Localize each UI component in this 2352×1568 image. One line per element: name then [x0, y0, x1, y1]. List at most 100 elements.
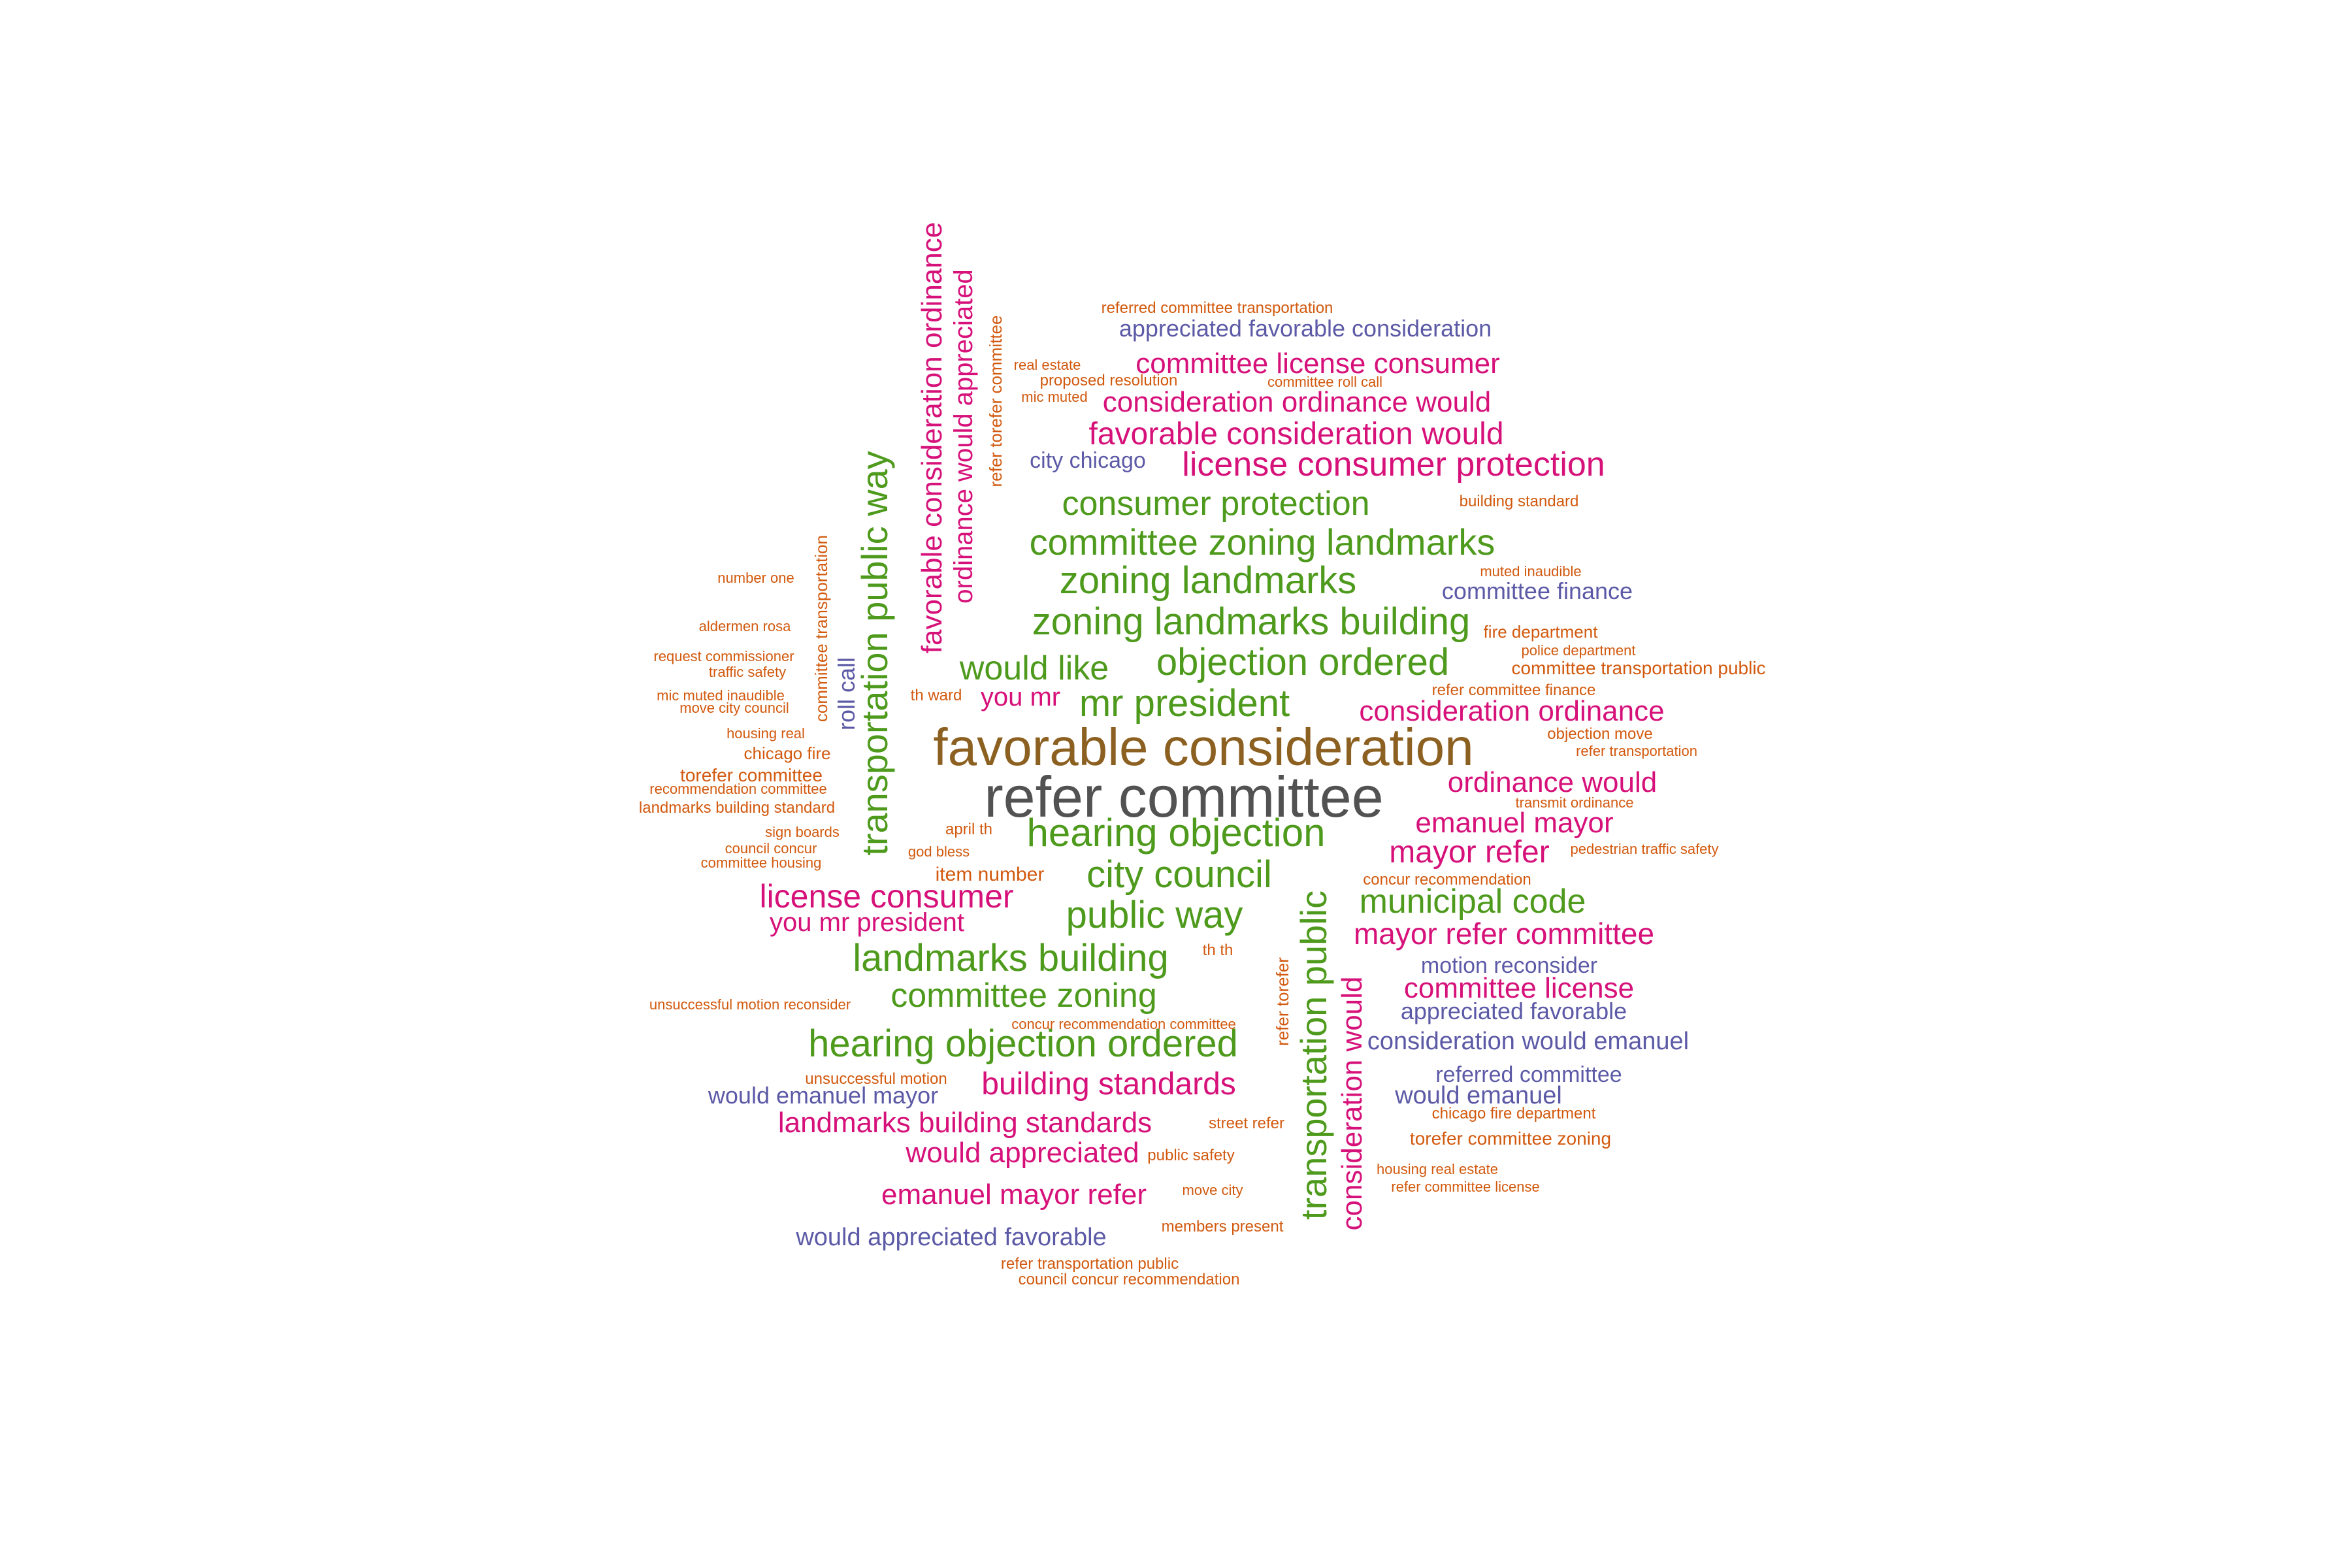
cloud-word: hearing objection ordered [808, 1022, 1238, 1065]
cloud-word: emanuel mayor [1415, 807, 1614, 839]
cloud-word: refer committee [984, 764, 1384, 829]
cloud-word: transportation public way [854, 451, 895, 856]
cloud-word: mr president [1079, 682, 1290, 725]
cloud-word: committee transportation [811, 534, 831, 723]
cloud-word: ordinance would appreciated [949, 269, 978, 604]
cloud-word: transmit ordinance [1515, 794, 1634, 811]
cloud-word: referred committee [1435, 1062, 1622, 1087]
cloud-word: you mr [980, 683, 1061, 711]
cloud-word: refer torefer [1273, 957, 1292, 1046]
cloud-word: transportation public [1293, 890, 1334, 1220]
cloud-word: objection move [1547, 725, 1653, 743]
cloud-word: favorable consideration [933, 718, 1474, 776]
cloud-word: pedestrian traffic safety [1570, 841, 1719, 857]
cloud-word: refer committee finance [1431, 681, 1596, 699]
cloud-word: committee license consumer [1135, 348, 1500, 380]
cloud-word: you mr president [770, 908, 964, 937]
cloud-word: mayor refer committee [1353, 917, 1655, 951]
cloud-word: public safety [1147, 1147, 1235, 1164]
cloud-word: mic muted [1021, 389, 1088, 405]
cloud-word: refer transportation [1576, 743, 1697, 759]
cloud-word: would emanuel [1395, 1082, 1562, 1109]
cloud-word: concur recommendation [1363, 871, 1531, 889]
cloud-word: number one [717, 570, 794, 586]
cloud-word: proposed resolution [1039, 372, 1178, 389]
cloud-word: landmarks building standard [638, 799, 836, 817]
cloud-word: emanuel mayor refer [881, 1179, 1147, 1211]
cloud-word: sign boards [765, 824, 840, 840]
cloud-word: would like [959, 649, 1109, 687]
cloud-word: aldermen rosa [698, 618, 791, 634]
cloud-word: committee license [1403, 972, 1635, 1004]
cloud-word: motion reconsider [1420, 953, 1598, 978]
cloud-word: landmarks building standards [777, 1107, 1152, 1139]
cloud-word: appreciated favorable [1400, 998, 1627, 1024]
cloud-word: consumer protection [1062, 485, 1370, 523]
cloud-word: fire department [1483, 622, 1598, 642]
cloud-word: committee zoning [890, 977, 1157, 1015]
cloud-word: unsuccessful motion [805, 1070, 947, 1088]
cloud-word: street refer [1208, 1115, 1285, 1132]
cloud-word: torefer committee zoning [1409, 1128, 1612, 1149]
cloud-word: consideration would [1336, 976, 1368, 1231]
cloud-word: housing real estate [1377, 1161, 1498, 1177]
cloud-word: traffic safety [708, 664, 787, 680]
cloud-word: municipal code [1359, 883, 1586, 921]
cloud-word: would appreciated favorable [796, 1224, 1107, 1251]
cloud-word: council concur [725, 840, 817, 857]
cloud-word: real estate [1013, 357, 1081, 373]
cloud-word: request commissioner [653, 648, 794, 664]
cloud-word: city council [1086, 853, 1272, 896]
cloud-word: chicago fire [743, 743, 831, 763]
cloud-word: referred committee transportation [1101, 299, 1333, 317]
cloud-word: committee roll call [1267, 374, 1383, 390]
cloud-word: committee finance [1441, 578, 1633, 604]
cloud-word: building standards [981, 1067, 1236, 1102]
cloud-word: th ward [910, 687, 962, 704]
cloud-word: appreciated favorable consideration [1119, 315, 1492, 342]
cloud-word: committee zoning landmarks [1029, 521, 1495, 563]
cloud-word: mayor refer [1389, 835, 1550, 870]
cloud-word: consideration ordinance would [1102, 386, 1492, 418]
cloud-word: committee housing [700, 855, 822, 871]
cloud-word: members present [1161, 1218, 1284, 1235]
cloud-word: committee transportation public [1511, 658, 1766, 678]
cloud-word: refer committee license [1391, 1179, 1540, 1195]
cloud-word: housing real [727, 725, 805, 742]
cloud-word: th th [1202, 941, 1233, 959]
cloud-word: objection ordered [1156, 641, 1450, 683]
cloud-word: refer torefer committee [986, 315, 1005, 487]
cloud-word: roll call [833, 657, 860, 731]
cloud-word: license consumer [759, 878, 1014, 915]
cloud-word: torefer committee [680, 765, 823, 785]
cloud-word: would appreciated [906, 1137, 1139, 1169]
cloud-word: hearing objection [1026, 811, 1326, 855]
cloud-word: recommendation committee [649, 781, 827, 797]
cloud-word: zoning landmarks [1059, 559, 1357, 602]
cloud-word: would emanuel mayor [708, 1082, 939, 1109]
cloud-word: city chicago [1030, 448, 1146, 473]
cloud-word: ordinance would [1447, 766, 1658, 798]
cloud-word: refer transportation public [1000, 1255, 1179, 1273]
cloud-word: consideration would emanuel [1367, 1028, 1690, 1055]
cloud-word: move city [1182, 1182, 1243, 1198]
cloud-word: public way [1066, 894, 1243, 936]
cloud-word: zoning landmarks building [1032, 600, 1471, 643]
cloud-word: god bless [907, 843, 970, 860]
cloud-word: unsuccessful motion reconsider [649, 996, 851, 1013]
cloud-word: muted inaudible [1480, 563, 1582, 580]
cloud-word: landmarks building [853, 937, 1169, 979]
cloud-word: chicago fire department [1431, 1105, 1596, 1122]
cloud-word: favorable consideration would [1088, 417, 1504, 451]
cloud-word: favorable consideration ordinance [916, 221, 948, 654]
cloud-word: consideration ordinance [1359, 695, 1665, 727]
cloud-word: concur recommendation committee [1011, 1016, 1236, 1032]
cloud-word: item number [935, 864, 1045, 885]
cloud-word: april th [945, 821, 993, 838]
cloud-word: move city council [679, 700, 789, 716]
cloud-word: building standard [1459, 493, 1579, 510]
cloud-word: police department [1521, 642, 1636, 659]
cloud-word: license consumer protection [1182, 446, 1605, 483]
cloud-word: council concur recommendation [1018, 1271, 1240, 1288]
